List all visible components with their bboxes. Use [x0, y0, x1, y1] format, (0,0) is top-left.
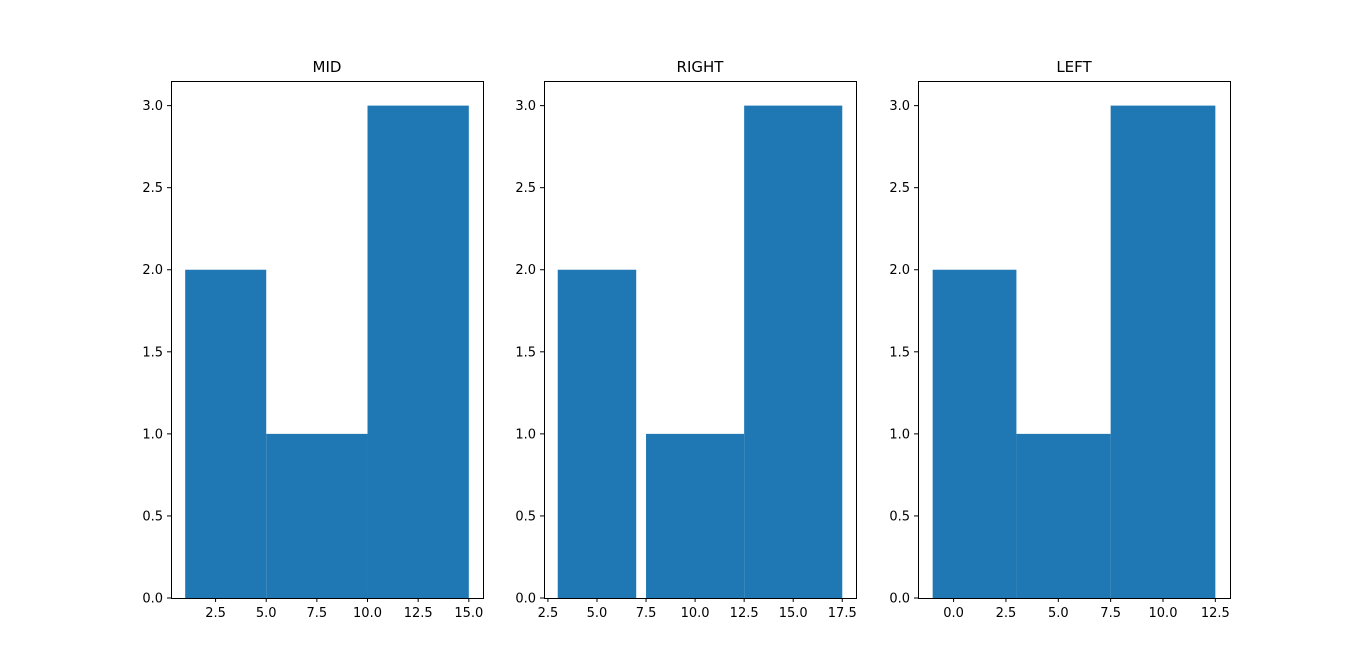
- x-tick-label: 2.5: [996, 606, 1017, 621]
- x-tick-label: 7.5: [307, 606, 328, 621]
- histogram-bar: [646, 433, 745, 598]
- x-tick-label: 5.0: [256, 606, 277, 621]
- x-tick-label: 17.5: [828, 606, 857, 621]
- y-tick-label: 1.5: [889, 345, 910, 360]
- y-tick-label: 3.0: [515, 99, 536, 114]
- subplot-title: MID: [313, 58, 342, 76]
- x-tick-label: 15.0: [454, 606, 483, 621]
- subplot-title: LEFT: [1056, 58, 1092, 76]
- axes-frame: [918, 81, 1231, 599]
- y-tick-label: 0.5: [889, 509, 910, 524]
- y-tick-label: 1.0: [889, 427, 910, 442]
- x-tick-label: 12.5: [1201, 606, 1230, 621]
- x-tick-label: 10.0: [681, 606, 710, 621]
- histogram-bar: [266, 433, 368, 598]
- x-tick-label: 0.0: [943, 606, 964, 621]
- y-tick-label: 0.0: [515, 592, 536, 607]
- x-tick-label: 10.0: [1149, 606, 1178, 621]
- subplot-right: 2.5 5.0 7.5 10.0 12.5 15.0 17.5 0.0 0.5 1.0 1.5 2.0…: [515, 58, 857, 621]
- y-tick-label: 2.5: [889, 181, 910, 196]
- y-tick-label: 3.0: [142, 99, 163, 114]
- x-tick-label: 15.0: [779, 606, 808, 621]
- x-tick-label: 2.5: [538, 606, 559, 621]
- x-tick-label: 12.5: [404, 606, 433, 621]
- y-tick-label: 1.5: [142, 345, 163, 360]
- y-tick-label: 2.5: [142, 181, 163, 196]
- x-tick-label: 5.0: [1048, 606, 1069, 621]
- y-tick-label: 2.0: [515, 263, 536, 278]
- x-tick-label: 12.5: [730, 606, 759, 621]
- histogram-bar: [185, 269, 267, 598]
- x-tick-label: 5.0: [587, 606, 608, 621]
- y-tick-label: 0.0: [142, 592, 163, 607]
- axes-frame: [544, 81, 857, 599]
- histogram-bar: [367, 105, 469, 598]
- y-tick-label: 3.0: [889, 99, 910, 114]
- axes-frame: [171, 81, 484, 599]
- y-tick-label: 0.5: [142, 509, 163, 524]
- y-tick-label: 2.0: [142, 263, 163, 278]
- subplot-title: RIGHT: [677, 58, 725, 76]
- y-tick-label: 1.5: [515, 345, 536, 360]
- x-tick-label: 2.5: [205, 606, 226, 621]
- y-tick-label: 2.0: [889, 263, 910, 278]
- histogram-bar: [1110, 105, 1216, 598]
- y-tick-label: 1.0: [515, 427, 536, 442]
- subplot-mid: 2.5 5.0 7.5 10.0 12.5 15.0 0.0 0.5 1.0 1.5 2.0 2.5 3…: [142, 58, 484, 621]
- histogram-bar: [1016, 433, 1111, 598]
- histogram-bar: [557, 269, 637, 598]
- y-tick-label: 2.5: [515, 181, 536, 196]
- histogram-bar: [932, 269, 1017, 598]
- histogram-bar: [744, 105, 843, 598]
- x-tick-label: 7.5: [1100, 606, 1121, 621]
- x-tick-label: 7.5: [636, 606, 657, 621]
- y-tick-label: 1.0: [142, 427, 163, 442]
- y-tick-label: 0.5: [515, 509, 536, 524]
- x-tick-label: 10.0: [353, 606, 382, 621]
- subplot-left: 0.0 2.5 5.0 7.5 10.0 12.5 0.0 0.5 1.0 1.5 2.0 2.5 3.…: [889, 58, 1231, 621]
- y-tick-label: 0.0: [889, 592, 910, 607]
